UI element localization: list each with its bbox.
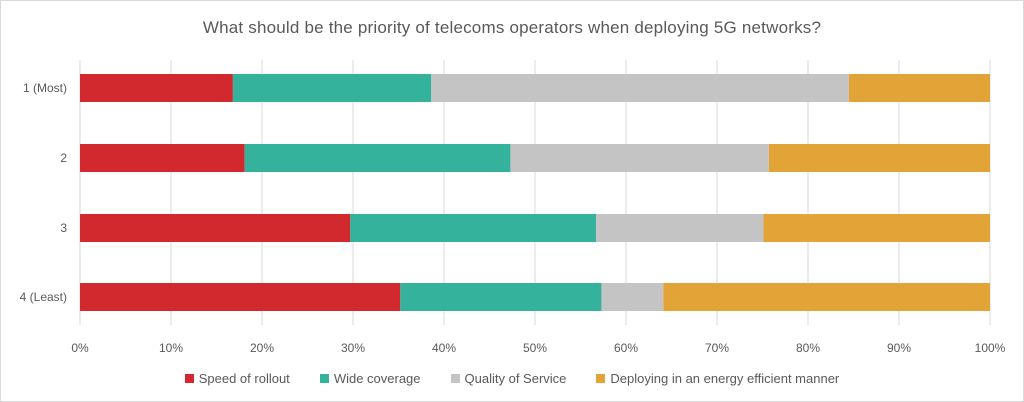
- x-tick-label: 10%: [159, 341, 183, 355]
- category-label: 2: [60, 151, 67, 165]
- legend-item: Deploying in an energy efficient manner: [596, 371, 839, 386]
- bar-segment: [510, 144, 769, 172]
- x-tick-label: 30%: [341, 341, 365, 355]
- legend: Speed of rollout Wide coverage Quality of …: [0, 371, 1024, 386]
- x-tick-label: 60%: [614, 341, 638, 355]
- bar-segment: [350, 214, 596, 242]
- bar-segment: [763, 214, 990, 242]
- bar-segment: [232, 74, 432, 102]
- category-label: 4 (Least): [20, 290, 67, 304]
- bar-segment: [663, 283, 990, 311]
- legend-item: Wide coverage: [319, 371, 421, 386]
- x-tick-label: 20%: [250, 341, 274, 355]
- legend-item: Speed of rollout: [184, 371, 290, 386]
- legend-swatch: [184, 374, 194, 383]
- bar-segment: [80, 283, 401, 311]
- x-tick-label: 50%: [523, 341, 547, 355]
- bar-segment: [80, 144, 245, 172]
- legend-label: Speed of rollout: [198, 371, 290, 386]
- x-tick-label: 100%: [975, 341, 1006, 355]
- legend-label: Quality of Service: [464, 371, 567, 386]
- x-axis-tick-labels: 0% 10% 20% 30% 40% 50% 60% 70% 80% 90% 100%: [71, 341, 1005, 355]
- x-tick-label: 0%: [71, 341, 89, 355]
- category-label: 3: [60, 221, 67, 235]
- legend-swatch: [319, 374, 329, 383]
- x-tick-label: 40%: [432, 341, 456, 355]
- bar-segment: [431, 74, 849, 102]
- bar-segment: [595, 214, 764, 242]
- bar-segment: [768, 144, 990, 172]
- category-labels: 1 (Most) 2 3 4 (Least): [20, 81, 68, 304]
- legend-label: Wide coverage: [333, 371, 421, 386]
- gridlines: [79, 60, 991, 325]
- x-tick-label: 80%: [796, 341, 820, 355]
- legend-item: Quality of Service: [450, 371, 567, 386]
- bar-segment: [80, 74, 233, 102]
- bar-segment: [601, 283, 664, 311]
- x-tick-label: 90%: [887, 341, 911, 355]
- bar-segment: [80, 214, 351, 242]
- bars: [80, 74, 990, 311]
- legend-label: Deploying in an energy efficient manner: [610, 371, 840, 386]
- bar-segment: [848, 74, 990, 102]
- legend-swatch: [596, 374, 606, 383]
- chart-title: What should be the priority of telecoms …: [202, 18, 822, 37]
- category-label: 1 (Most): [23, 81, 67, 95]
- bar-segment: [244, 144, 511, 172]
- x-tick-label: 70%: [705, 341, 729, 355]
- legend-swatch: [450, 374, 460, 383]
- bar-segment: [400, 283, 602, 311]
